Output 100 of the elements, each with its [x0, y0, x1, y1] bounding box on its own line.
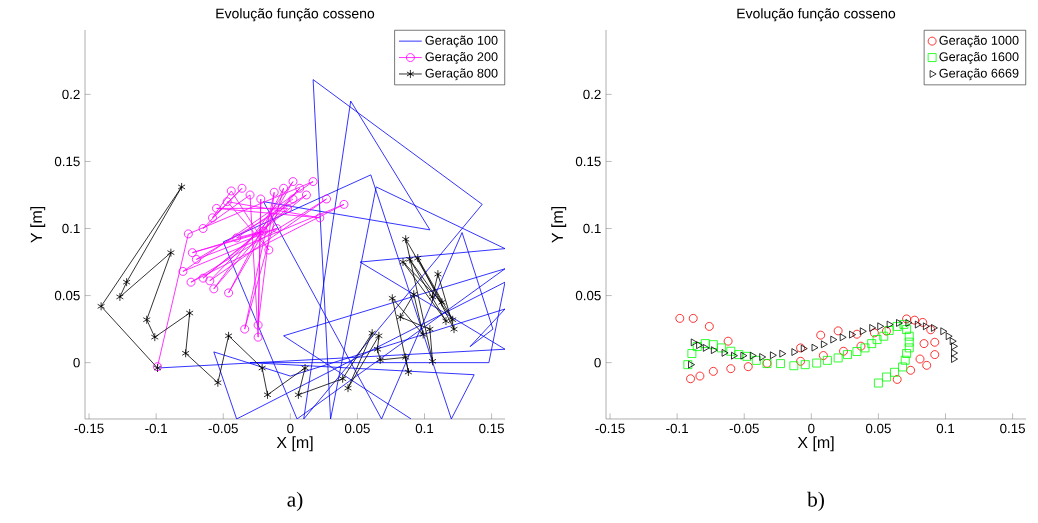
point — [240, 324, 250, 334]
point — [150, 332, 159, 342]
point — [191, 254, 201, 264]
line-series — [157, 79, 506, 419]
point — [830, 335, 838, 344]
point — [258, 363, 266, 373]
point — [259, 226, 268, 236]
point — [759, 353, 767, 361]
point — [874, 378, 883, 388]
point — [721, 348, 729, 357]
x-tick-label: 0.15 — [1000, 423, 1026, 434]
legend-label: Geração 1600 — [939, 52, 1019, 64]
point — [198, 224, 208, 233]
point — [401, 234, 410, 244]
point — [708, 366, 718, 376]
point — [263, 390, 272, 400]
point — [198, 273, 208, 283]
point — [823, 355, 832, 365]
point — [869, 328, 879, 338]
point — [930, 350, 940, 359]
chart-title: Evolução função cosseno — [737, 8, 896, 22]
point — [405, 254, 414, 264]
point — [368, 328, 377, 338]
point — [902, 349, 911, 358]
point — [931, 324, 938, 332]
point — [442, 316, 450, 326]
point — [226, 186, 236, 196]
point — [295, 183, 305, 193]
point — [770, 351, 777, 360]
text: b) — [807, 491, 824, 512]
y-tick-label: 0.1 — [583, 223, 601, 234]
point — [751, 355, 761, 365]
point — [224, 288, 233, 298]
point — [675, 313, 685, 323]
point — [692, 342, 702, 351]
point — [833, 326, 843, 336]
point — [256, 194, 266, 204]
x-tick-label: -0.15 — [595, 423, 625, 434]
point — [185, 308, 194, 318]
point — [951, 355, 958, 363]
point — [951, 349, 958, 357]
point — [900, 355, 910, 365]
point — [710, 346, 718, 355]
point — [740, 351, 748, 360]
point — [902, 325, 911, 334]
point — [843, 350, 852, 359]
point — [97, 301, 105, 311]
point — [269, 187, 279, 197]
legend-label: Geração 200 — [425, 52, 498, 64]
point — [904, 343, 914, 353]
point — [852, 347, 862, 356]
point — [940, 327, 948, 336]
point — [373, 344, 382, 354]
x-tick-label: 0 — [287, 423, 294, 434]
point — [283, 203, 293, 213]
x-tick-label: -0.05 — [729, 423, 759, 434]
point — [776, 359, 785, 368]
y-axis-title: Y [m] — [551, 206, 567, 243]
point — [726, 346, 736, 356]
point — [717, 343, 726, 353]
point — [690, 338, 698, 347]
point — [376, 355, 385, 365]
point — [344, 383, 352, 393]
point — [791, 348, 799, 356]
point — [818, 351, 828, 360]
point — [396, 312, 405, 322]
x-tick-label: 0.05 — [865, 423, 891, 434]
point — [288, 194, 298, 204]
point — [205, 276, 215, 286]
point — [890, 367, 899, 377]
point — [375, 331, 383, 341]
point — [867, 339, 877, 348]
point — [208, 213, 217, 223]
point — [224, 331, 233, 341]
point — [892, 322, 902, 331]
x-tick-label: 0 — [808, 423, 815, 434]
point — [879, 331, 889, 341]
point — [167, 248, 175, 258]
point — [872, 335, 882, 344]
point — [904, 331, 914, 341]
point — [800, 360, 810, 370]
point — [820, 340, 828, 349]
point — [272, 224, 282, 233]
x-axis-title: X [m] — [797, 436, 834, 452]
point — [322, 194, 331, 204]
x-tick-label: 0.1 — [415, 423, 434, 434]
point — [951, 342, 958, 351]
legend-label: Geração 1000 — [939, 35, 1019, 48]
point — [178, 267, 188, 276]
point — [212, 203, 221, 213]
point — [833, 353, 843, 363]
point — [839, 346, 848, 356]
point — [308, 177, 318, 186]
point — [122, 277, 131, 287]
point — [856, 341, 866, 351]
point — [905, 319, 913, 327]
y-axis-title: Y [m] — [30, 206, 46, 243]
point — [401, 352, 410, 362]
x-tick-label: -0.15 — [74, 423, 104, 434]
legend-label: Geração 100 — [425, 35, 498, 48]
